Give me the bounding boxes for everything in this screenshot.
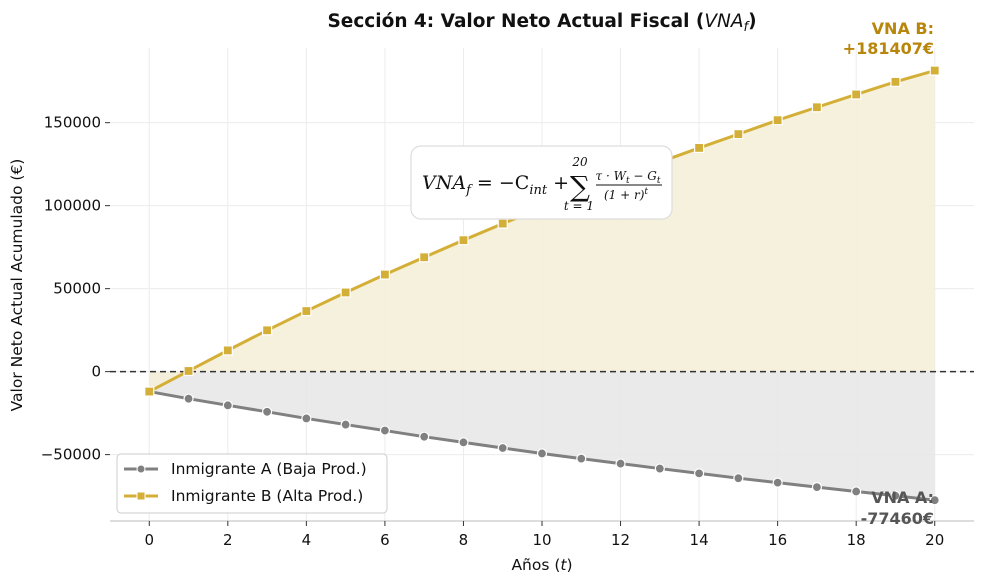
x-tick-label-4: 8 xyxy=(459,531,469,549)
y-tick-label-2: 50000 xyxy=(53,280,101,298)
series-0-point-2 xyxy=(222,400,233,411)
series-0-point-4 xyxy=(301,413,312,424)
x-tick-label-2: 4 xyxy=(302,531,312,549)
y-tick-label-1: 0 xyxy=(91,363,101,381)
series-1-point-7 xyxy=(419,252,430,263)
series-0-point-13 xyxy=(654,463,665,474)
formula-lhs: VNAf = −Cint + xyxy=(422,172,569,198)
x-tick-label-7: 14 xyxy=(690,531,709,549)
series-1-point-4 xyxy=(301,305,312,317)
series-1-point-15 xyxy=(733,129,744,140)
series-1-point-14 xyxy=(693,142,705,154)
series-0-point-7 xyxy=(419,431,430,442)
y-tick-label-3: 100000 xyxy=(44,197,101,215)
series-0-point-14 xyxy=(693,468,705,479)
series-0-point-11 xyxy=(576,453,587,464)
chart-title: Sección 4: Valor Neto Actual Fiscal (VNA… xyxy=(327,11,756,35)
formula-denominator: (1 + r)t xyxy=(604,187,648,202)
series-0-point-1 xyxy=(183,393,194,404)
series-1-point-2 xyxy=(222,345,233,356)
annotation-vna-a-label: VNA A: xyxy=(871,488,934,507)
formula-sum-upper: 20 xyxy=(571,155,588,169)
x-tick-label-6: 12 xyxy=(611,531,630,549)
series-0-point-8 xyxy=(458,437,469,448)
axes xyxy=(105,122,974,526)
x-tick-label-5: 10 xyxy=(532,531,551,549)
x-tick-label-8: 16 xyxy=(768,531,787,549)
series-0-point-16 xyxy=(772,477,783,488)
x-tick-label-0: 0 xyxy=(144,531,154,549)
series-1-point-1 xyxy=(183,365,194,377)
legend-label-a: Inmigrante A (Baja Prod.) xyxy=(171,460,367,478)
series-1-point-5 xyxy=(340,287,351,298)
series-1-point-17 xyxy=(811,102,823,113)
y-tick-label-4: 150000 xyxy=(44,114,101,132)
series-1-point-6 xyxy=(379,269,391,280)
series-fill-1 xyxy=(149,70,935,392)
series-0-point-18 xyxy=(851,486,862,497)
series-0-point-12 xyxy=(615,458,626,469)
x-tick-label-1: 2 xyxy=(223,531,233,549)
legend-marker-b xyxy=(136,491,146,501)
series-1-point-3 xyxy=(261,325,273,336)
series-1-point-8 xyxy=(458,235,469,246)
annotation-vna-a-value: -77460€ xyxy=(861,509,934,528)
series-0-point-17 xyxy=(811,482,823,493)
series-0-point-5 xyxy=(340,419,351,430)
y-axis-label: Valor Neto Actual Acumulado (€) xyxy=(8,159,26,412)
x-tick-label-3: 6 xyxy=(380,531,390,549)
area-fills xyxy=(149,70,935,501)
series-0-point-3 xyxy=(261,406,273,417)
formula-numerator: τ · Wt − Gt xyxy=(596,169,661,186)
series-1-point-16 xyxy=(772,115,783,126)
legend: Inmigrante A (Baja Prod.) Inmigrante B (… xyxy=(116,453,388,514)
formula-box: VNAf = −Cint + 20 ∑ t = 1 τ · Wt − Gt (1… xyxy=(410,145,673,220)
series-1-point-18 xyxy=(851,89,862,100)
y-tick-label-0: −50000 xyxy=(41,446,101,464)
tick-labels: 0 2 4 6 8 10 12 14 16 18 20 −50000 0 50000 100000 15000… xyxy=(41,114,945,549)
series-fill-0 xyxy=(149,371,935,501)
annotation-vna-b-value: +181407€ xyxy=(843,39,934,58)
series-1-point-0 xyxy=(144,386,155,397)
series-1-point-9 xyxy=(497,218,508,229)
series-1-point-20 xyxy=(929,65,940,76)
x-tick-label-9: 18 xyxy=(847,531,866,549)
formula-sum-sign: ∑ xyxy=(570,170,590,203)
series-0-point-15 xyxy=(733,473,744,484)
annotation-vna-b-label: VNA B: xyxy=(872,19,934,38)
series-0-point-9 xyxy=(497,442,508,454)
formula-sum-lower: t = 1 xyxy=(564,199,594,213)
series-0-point-6 xyxy=(379,425,391,436)
legend-marker-a xyxy=(136,464,146,474)
legend-label-b: Inmigrante B (Alta Prod.) xyxy=(171,487,363,505)
legend-frame xyxy=(116,453,388,514)
x-axis-label: Años (t) xyxy=(511,556,572,574)
formula-box-frame xyxy=(410,145,673,220)
series-1-point-19 xyxy=(890,76,901,87)
series-0-point-19 xyxy=(890,490,901,501)
series-0-point-10 xyxy=(536,448,548,459)
series-0-point-20 xyxy=(929,495,940,506)
x-tick-label-10: 20 xyxy=(925,531,944,549)
